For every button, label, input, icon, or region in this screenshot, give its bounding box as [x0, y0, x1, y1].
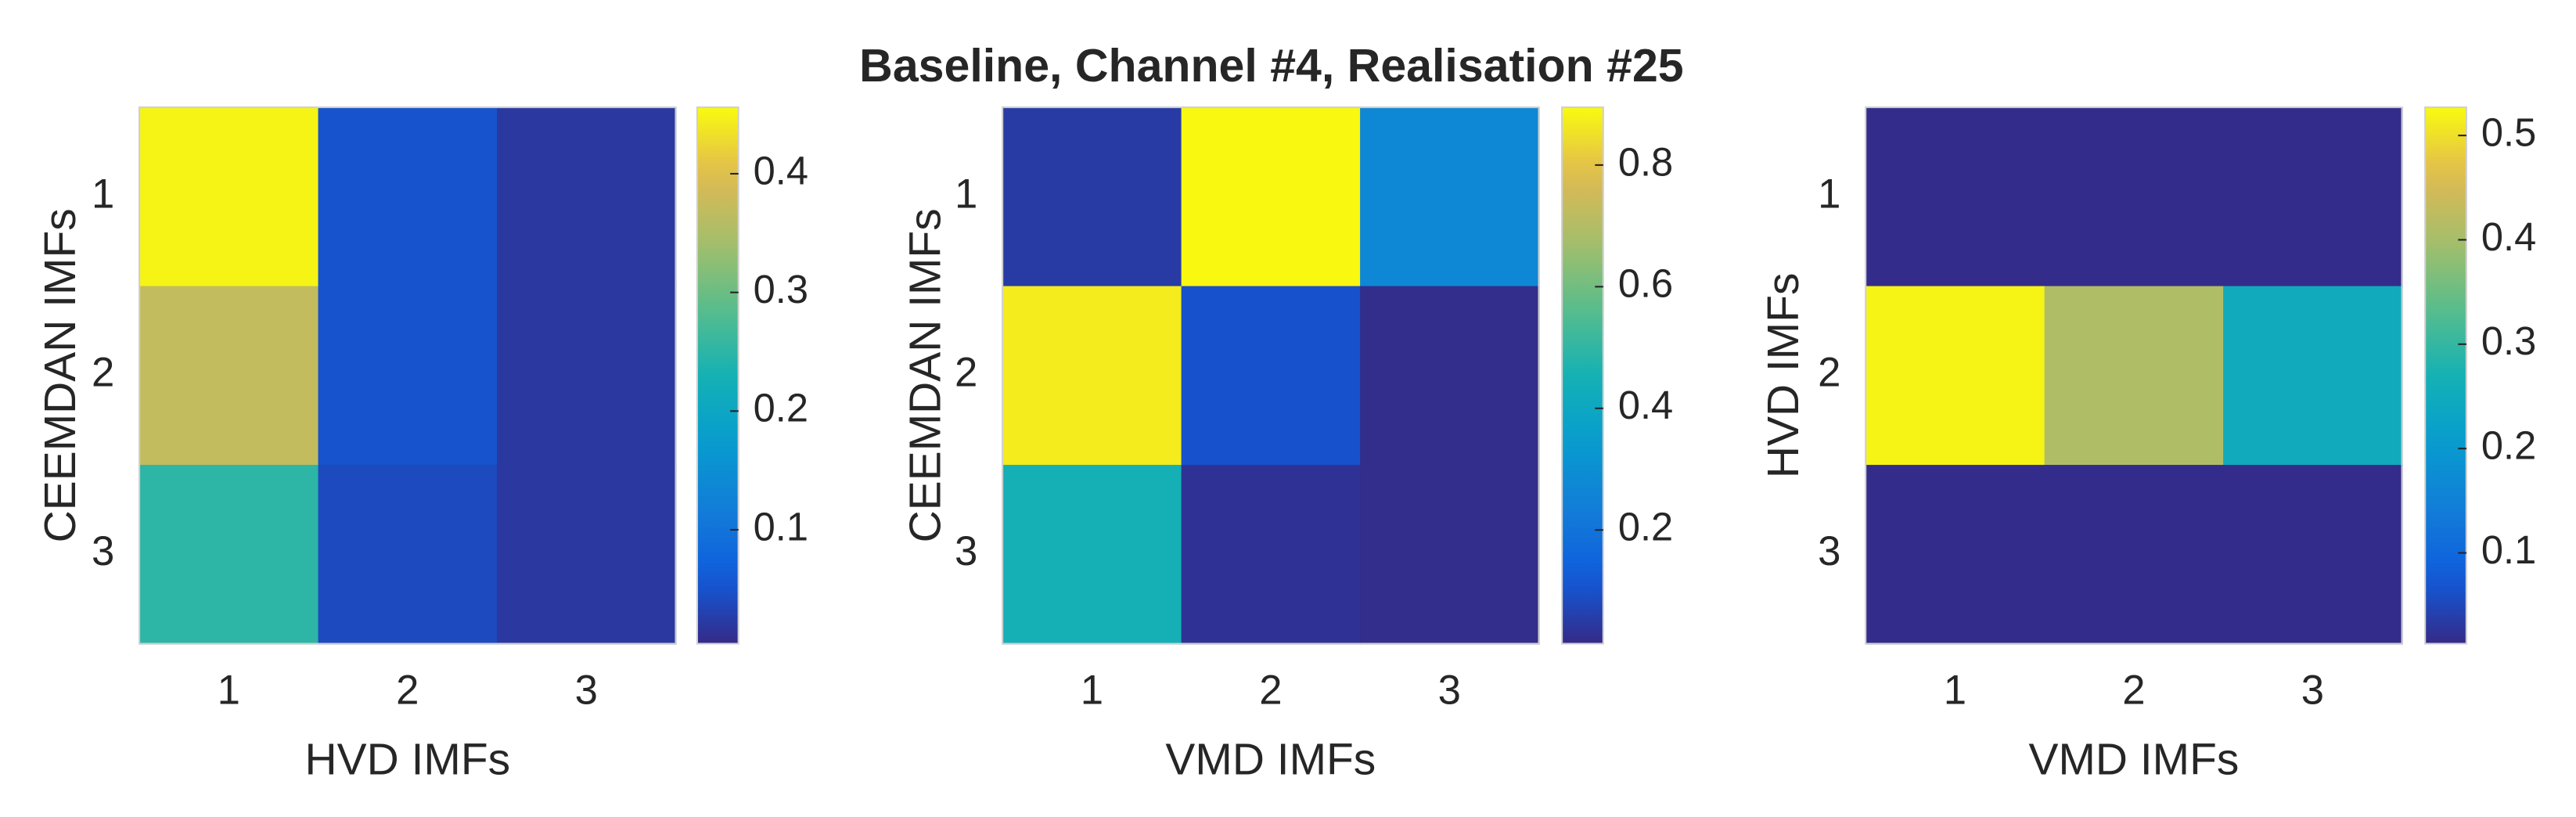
colorbar-tick-label: 0.1 — [754, 504, 808, 549]
y-axis-label: CEEMDAN IMFs — [35, 208, 85, 542]
y-tick-label: 1 — [955, 171, 977, 217]
x-axis-label: HVD IMFs — [305, 734, 511, 784]
y-axis-label: CEEMDAN IMFs — [900, 208, 950, 542]
x-tick-label: 1 — [218, 668, 240, 714]
heatmap-cell — [2223, 107, 2403, 287]
heatmap-cell — [1181, 465, 1362, 645]
axes-frame — [1002, 106, 1540, 645]
x-tick-label: 1 — [1081, 668, 1103, 714]
colorbar-tick-label: 0.3 — [2481, 319, 2536, 363]
heatmap-cell — [139, 286, 319, 466]
figure-title: Baseline, Channel #4, Realisation #25 — [859, 40, 1683, 92]
heatmap-cell — [1181, 107, 1362, 287]
axes-frame — [1865, 106, 2403, 645]
colorbar-tick-label: 0.2 — [2481, 423, 2536, 468]
colorbar-tick-label: 0.4 — [2481, 214, 2536, 259]
colorbar-tick-label: 0.2 — [754, 386, 808, 430]
y-tick-label: 1 — [1818, 171, 1840, 217]
heatmap-cell — [318, 465, 498, 645]
heatmap-cell — [497, 107, 677, 287]
heatmap-cell — [1865, 107, 2045, 287]
heatmap-cell — [1360, 286, 1540, 466]
colorbar-tick-label: 0.4 — [1618, 383, 1673, 427]
heatmap-cell — [318, 107, 498, 287]
heatmap-cell — [2044, 465, 2225, 645]
x-tick-label: 3 — [1438, 668, 1461, 714]
y-axis-label: HVD IMFs — [1758, 273, 1808, 479]
colorbar-tick-label: 0.4 — [754, 148, 808, 193]
colorbar-tick-label: 0.2 — [1618, 505, 1673, 549]
heatmap-cell — [139, 465, 319, 645]
y-tick-label: 2 — [1818, 350, 1840, 396]
x-tick-label: 3 — [2301, 668, 2324, 714]
y-tick-label: 1 — [92, 171, 114, 217]
heatmap-cell — [1865, 286, 2045, 466]
heatmap-cell — [497, 465, 677, 645]
heatmap-cell — [1002, 286, 1182, 466]
x-tick-label: 2 — [1259, 668, 1282, 714]
colorbar-tick-label: 0.5 — [2481, 110, 2536, 154]
heatmap-cell — [1360, 465, 1540, 645]
heatmap-cell — [497, 286, 677, 466]
y-tick-label: 3 — [955, 528, 977, 574]
colorbar — [1561, 106, 1604, 645]
colorbar-tick-label: 0.3 — [754, 267, 808, 311]
x-tick-label: 3 — [575, 668, 598, 714]
x-axis-label: VMD IMFs — [2028, 734, 2239, 784]
colorbar-tick-label: 0.1 — [2481, 527, 2536, 572]
colorbar — [696, 106, 739, 645]
y-tick-label: 3 — [92, 528, 114, 574]
x-axis-label: VMD IMFs — [1165, 734, 1376, 784]
y-tick-label: 3 — [1818, 528, 1840, 574]
heatmap-cell — [1002, 465, 1182, 645]
colorbar-tick-label: 0.8 — [1618, 139, 1673, 184]
heatmap-cell — [2044, 286, 2225, 466]
y-tick-label: 2 — [955, 350, 977, 396]
x-tick-label: 1 — [1944, 668, 1966, 714]
colorbar — [2424, 106, 2467, 645]
x-tick-label: 2 — [396, 668, 419, 714]
heatmap-cell — [2044, 107, 2225, 287]
heatmap-cell — [318, 286, 498, 466]
heatmap-cell — [139, 107, 319, 287]
x-tick-label: 2 — [2122, 668, 2145, 714]
colorbar-tick-label: 0.6 — [1618, 261, 1673, 306]
heatmap-cell — [2223, 286, 2403, 466]
heatmap-cell — [1865, 465, 2045, 645]
heatmap-cell — [1360, 107, 1540, 287]
y-tick-label: 2 — [92, 350, 114, 396]
axes-frame — [139, 106, 677, 645]
heatmap-cell — [2223, 465, 2403, 645]
heatmap-cell — [1181, 286, 1362, 466]
heatmap-cell — [1002, 107, 1182, 287]
